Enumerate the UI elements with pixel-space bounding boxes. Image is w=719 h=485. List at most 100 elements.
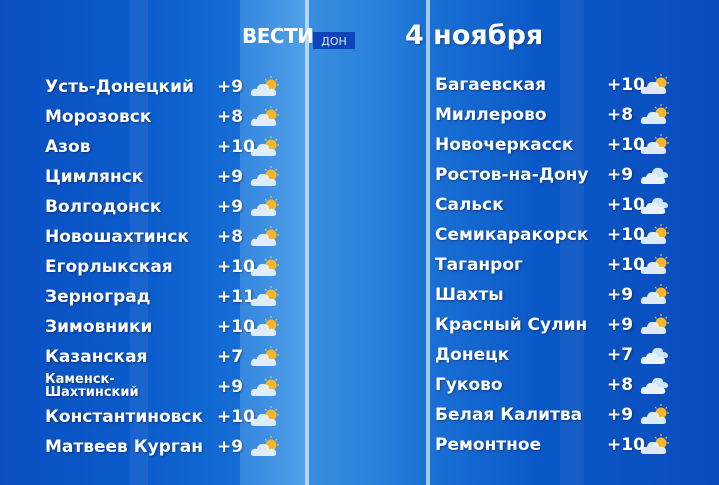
partly-cloudy-icon	[250, 105, 280, 129]
city-name: Донецк	[435, 345, 510, 365]
city-name: Зимовники	[45, 317, 153, 337]
city-row: Егорлыкская +10	[45, 253, 305, 283]
city-row: Шахты +9	[435, 281, 695, 311]
temperature: +10	[217, 407, 255, 427]
temperature: +8	[217, 227, 244, 247]
temperature: +9	[217, 77, 244, 97]
vesti-logo: ВЕСТИ	[242, 24, 314, 48]
city-row: Азов +10	[45, 133, 305, 163]
temperature: +10	[607, 435, 645, 455]
temperature: +9	[217, 377, 244, 397]
city-row: Зимовники +10	[45, 313, 305, 343]
temperature: +9	[217, 167, 244, 187]
city-row: Сальск +10	[435, 191, 695, 221]
temperature: +8	[607, 105, 634, 125]
city-row: Семикаракорск +10	[435, 221, 695, 251]
city-name: Новошахтинск	[45, 227, 189, 247]
partly-cloudy-icon	[250, 75, 280, 99]
partly-cloudy-icon	[250, 435, 280, 459]
temperature: +10	[607, 75, 645, 95]
city-row: Донецк +7	[435, 341, 695, 371]
city-row: Таганрог +10	[435, 251, 695, 281]
partly-cloudy-icon	[640, 253, 670, 277]
city-name: Миллерово	[435, 105, 547, 125]
city-row: Гуково +8	[435, 371, 695, 401]
partly-cloudy-icon	[640, 223, 670, 247]
city-row: Ремонтное +10	[435, 431, 695, 461]
temperature: +10	[217, 317, 255, 337]
city-name: Таганрог	[435, 255, 523, 275]
cloudy-icon	[640, 373, 670, 397]
city-name: Ремонтное	[435, 435, 542, 455]
city-name: Багаевская	[435, 75, 547, 95]
city-row: Белая Калитва +9	[435, 401, 695, 431]
partly-cloudy-icon	[250, 315, 280, 339]
partly-cloudy-icon	[250, 345, 280, 369]
partly-cloudy-icon	[640, 433, 670, 457]
forecast-date: 4 ноября	[405, 20, 544, 51]
city-row: Багаевская +10	[435, 71, 695, 101]
city-name: Белая Калитва	[435, 405, 583, 425]
city-row: Усть-Донецкий +9	[45, 73, 305, 103]
city-name: Волгодонск	[45, 197, 162, 217]
partly-cloudy-icon	[640, 103, 670, 127]
city-row: Цимлянск +9	[45, 163, 305, 193]
temperature: +10	[217, 137, 255, 157]
city-row: Зерноград +11	[45, 283, 305, 313]
city-row: Новочеркасск +10	[435, 131, 695, 161]
city-row: Волгодонск +9	[45, 193, 305, 223]
city-name: Матвеев Курган	[45, 437, 203, 457]
city-name: Усть-Донецкий	[45, 77, 194, 97]
temperature: +8	[607, 375, 634, 395]
cloudy-icon	[640, 193, 670, 217]
city-name: Азов	[45, 137, 91, 157]
city-name: Морозовск	[45, 107, 152, 127]
temperature: +10	[607, 255, 645, 275]
divider-line	[305, 0, 309, 485]
temperature: +9	[607, 405, 634, 425]
city-row: Матвеев Курган +9	[45, 433, 305, 463]
partly-cloudy-icon	[250, 135, 280, 159]
city-row: Ростов-на-Дону +9	[435, 161, 695, 191]
cloudy-icon	[640, 343, 670, 367]
city-name: Красный Сулин	[435, 315, 588, 335]
city-name: Казанская	[45, 347, 148, 367]
city-name: Ростов-на-Дону	[435, 165, 589, 185]
city-name: Шахты	[435, 285, 504, 305]
temperature: +9	[607, 315, 634, 335]
city-name: Сальск	[435, 195, 504, 215]
partly-cloudy-icon	[640, 403, 670, 427]
city-row: Морозовск +8	[45, 103, 305, 133]
city-row: Казанская +7	[45, 343, 305, 373]
city-name: Каменск- Шахтинский	[45, 372, 139, 400]
temperature: +10	[607, 195, 645, 215]
partly-cloudy-icon	[640, 73, 670, 97]
temperature: +9	[607, 165, 634, 185]
partly-cloudy-icon	[640, 283, 670, 307]
temperature: +10	[607, 225, 645, 245]
partly-cloudy-icon	[250, 285, 280, 309]
partly-cloudy-icon	[640, 313, 670, 337]
partly-cloudy-icon	[250, 225, 280, 249]
city-row: Константиновск +10	[45, 403, 305, 433]
city-name: Зерноград	[45, 287, 151, 307]
city-name: Егорлыкская	[45, 257, 173, 277]
city-row: Красный Сулин +9	[435, 311, 695, 341]
partly-cloudy-icon	[250, 375, 280, 399]
temperature: +7	[607, 345, 634, 365]
temperature: +9	[607, 285, 634, 305]
temperature: +9	[217, 437, 244, 457]
don-logo-badge: ДОН	[313, 32, 355, 49]
cloudy-icon	[640, 163, 670, 187]
city-name: Новочеркасск	[435, 135, 574, 155]
background-stripe	[560, 0, 584, 485]
city-name: Константиновск	[45, 407, 204, 427]
city-name: Семикаракорск	[435, 225, 589, 245]
partly-cloudy-icon	[640, 133, 670, 157]
temperature: +11	[217, 287, 255, 307]
city-row: Каменск- Шахтинский +9	[45, 373, 305, 403]
temperature: +10	[217, 257, 255, 277]
partly-cloudy-icon	[250, 165, 280, 189]
temperature: +10	[607, 135, 645, 155]
temperature: +7	[217, 347, 244, 367]
